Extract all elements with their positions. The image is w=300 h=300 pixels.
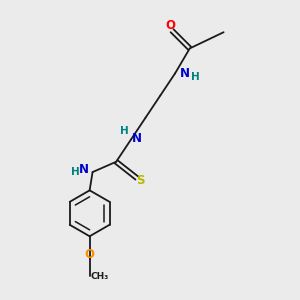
Text: H: H bbox=[191, 72, 200, 82]
Text: N: N bbox=[179, 67, 190, 80]
Text: H: H bbox=[120, 126, 129, 136]
Text: CH₃: CH₃ bbox=[91, 272, 109, 280]
Text: S: S bbox=[136, 174, 145, 187]
Text: O: O bbox=[85, 248, 94, 261]
Text: O: O bbox=[166, 19, 176, 32]
Text: H: H bbox=[70, 167, 79, 177]
Text: N: N bbox=[79, 163, 89, 176]
Text: N: N bbox=[132, 132, 142, 145]
